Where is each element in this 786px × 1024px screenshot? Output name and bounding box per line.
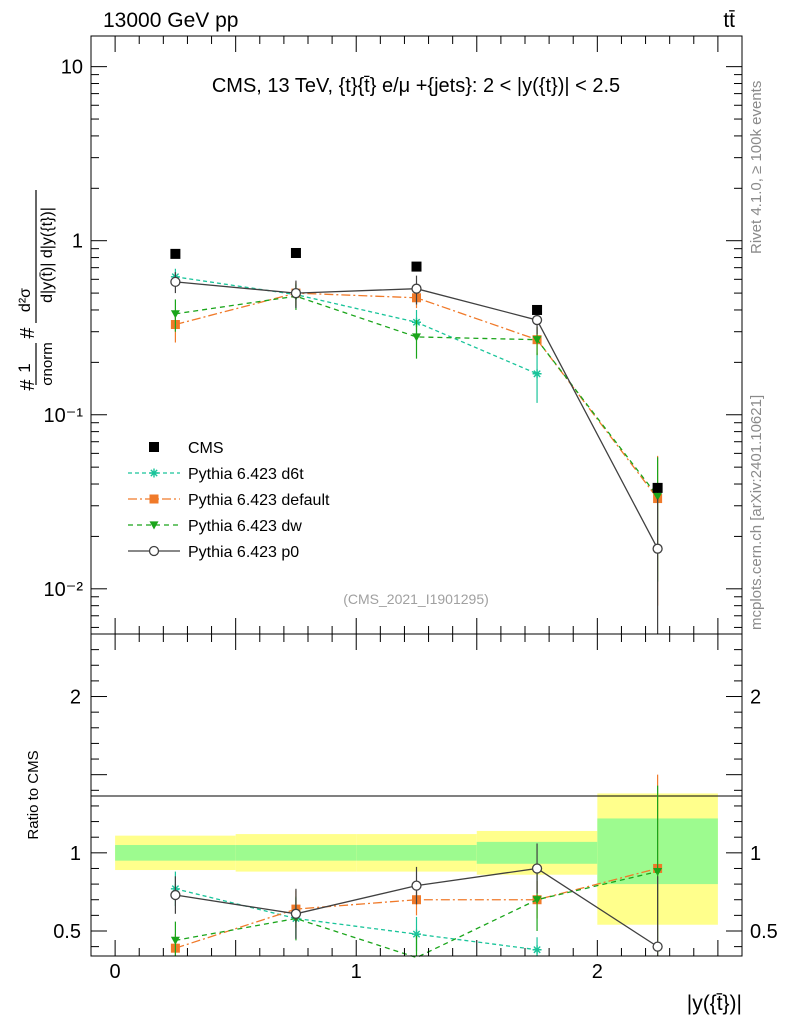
series-point-upper: [411, 283, 422, 294]
upper-ytick-label: 10⁻²: [44, 579, 84, 601]
energy-label: 13000 GeV pp: [103, 9, 238, 32]
x-ticks: 0 1 2: [110, 36, 719, 983]
plot-title: CMS, 13 TeV, {t}{t̄} e/μ +{jets}: 2 < |y…: [212, 75, 620, 97]
cms-point: [290, 247, 301, 258]
xtick-label: 0: [110, 961, 121, 983]
cms-band-inner: [235, 845, 357, 861]
series-line-lower: [175, 888, 538, 951]
cms-markers: [170, 247, 663, 493]
xtick-label: 1: [351, 961, 362, 983]
series-point-upper: [653, 492, 663, 501]
legend-marker: [148, 545, 160, 557]
xlabel: |y({t̄})|: [687, 992, 742, 1015]
lower-ytick-label-right: 0.5: [750, 921, 778, 943]
series-point-upper: [531, 314, 543, 326]
series-point-lower: [532, 945, 542, 955]
series-point-upper: [532, 369, 542, 379]
legend-label: Pythia 6.423 d6t: [188, 466, 304, 483]
legend-marker: [149, 442, 159, 452]
series-line-upper: [175, 295, 659, 497]
lower-ylabel: Ratio to CMS: [25, 750, 42, 839]
series-line-lower: [175, 870, 658, 959]
legend-label: CMS: [188, 440, 224, 457]
ylabel-frac-top: 1: [15, 363, 34, 372]
series-point-lower: [170, 936, 180, 945]
series-point-lower: [532, 896, 542, 905]
upper-ylabel: # 1 σnorm # d²σ d|y(t̄)| d|y({t})|: [15, 190, 56, 391]
series-point-upper: [170, 310, 180, 319]
rivet-label: Rivet 4.1.0, ≥ 100k events: [748, 81, 765, 254]
series-point-lower: [412, 929, 421, 939]
upper-panel: 10 1 10⁻¹ 10⁻² CMS, 13 TeV, {t}{t̄} e/μ +{j…: [44, 35, 743, 635]
lower-ytick-label-left: 2: [70, 687, 81, 709]
legend-marker: [149, 521, 159, 530]
series-point-lower: [411, 880, 422, 891]
upper-ytick-label: 10⁻¹: [44, 405, 84, 427]
lower-ytick-label-left: 1: [70, 843, 81, 865]
series-point-upper: [412, 333, 421, 342]
process-label: tt̄: [723, 9, 735, 32]
series-line-lower: [175, 867, 658, 949]
upper-ytick-label: 10: [61, 57, 83, 79]
ylabel-frac-bottom: σnorm: [39, 342, 56, 385]
ylabel-den: d|y(t̄)| d|y({t})|: [39, 207, 56, 303]
series-point-lower: [653, 867, 663, 877]
lower-ytick-label-right: 1: [750, 843, 761, 865]
legend: CMS Pythia 6.423 d6t Pythia 6.423 default P…: [128, 440, 330, 561]
cms-point: [652, 482, 663, 493]
lower-ytick-label-right: 2: [750, 687, 761, 709]
ylabel-num: d²σ: [17, 288, 34, 312]
series-point-upper: [290, 287, 302, 299]
legend-marker: [149, 494, 159, 504]
cms-point: [170, 248, 181, 259]
legend-label: Pythia 6.423 p0: [188, 544, 299, 561]
series-point-lower: [652, 941, 663, 952]
upper-ytick-label: 1: [72, 231, 83, 253]
series-point-lower: [290, 908, 302, 919]
lower-panel: 2 2 1 1 0.5 0.5 0 1 2: [53, 36, 778, 983]
mcplots-label: mcplots.cern.ch [arXiv:2401.10621]: [748, 395, 765, 630]
series-point-upper: [652, 543, 663, 554]
ylabel-hash-1: #: [17, 379, 39, 391]
legend-marker: [149, 468, 159, 478]
upper-series: [170, 268, 663, 634]
ylabel-hash-2: #: [17, 327, 39, 339]
xtick-label: 2: [592, 961, 603, 983]
cms-point: [411, 261, 422, 272]
cms-band-inner: [356, 845, 477, 861]
lower-ytick-label-left: 0.5: [53, 921, 81, 943]
lower-ticks: 2 2 1 1 0.5 0.5: [53, 649, 778, 948]
legend-label: Pythia 6.423 dw: [188, 518, 302, 535]
upper-ticks: 10 1 10⁻¹ 10⁻²: [44, 57, 742, 628]
lower-frame: [90, 633, 743, 957]
analysis-id: (CMS_2021_I1901295): [343, 591, 489, 607]
series-line-upper: [175, 276, 538, 375]
cms-band-inner: [115, 845, 236, 861]
lower-series: [170, 774, 663, 959]
legend-label: Pythia 6.423 default: [188, 492, 330, 509]
series-point-lower: [531, 863, 543, 874]
series-point-lower: [170, 889, 181, 901]
cms-point: [532, 304, 543, 315]
series-point-upper: [532, 336, 542, 345]
series-point-upper: [170, 276, 181, 288]
